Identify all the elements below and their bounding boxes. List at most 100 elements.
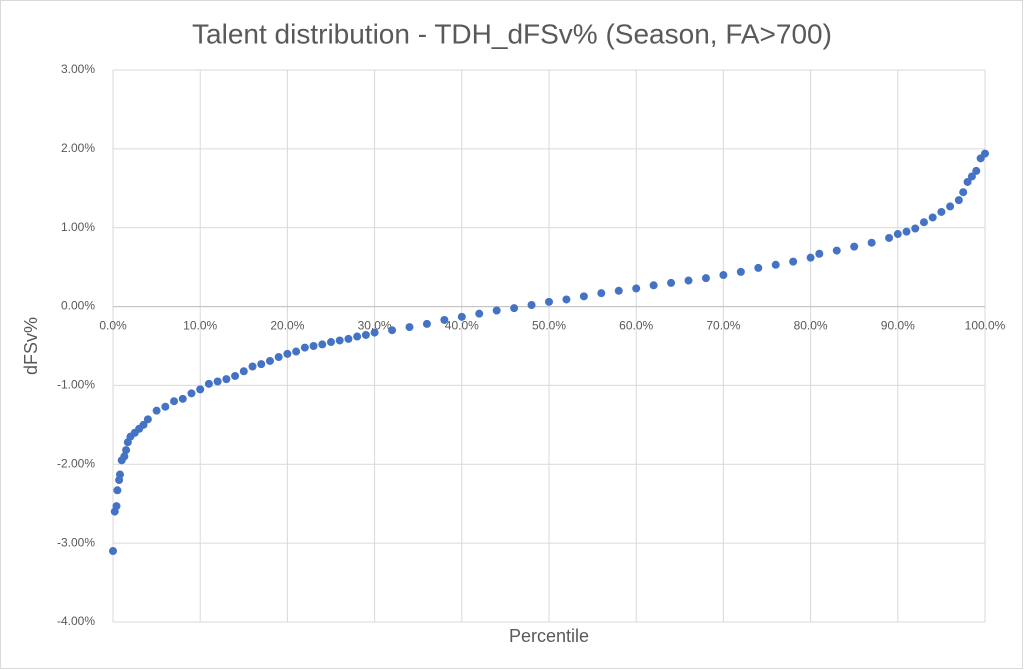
point: [632, 284, 641, 293]
point: [327, 338, 335, 347]
point: [928, 213, 937, 222]
point: [300, 343, 309, 352]
point: [954, 196, 963, 205]
point: [475, 309, 484, 318]
point: [510, 304, 519, 313]
x-tick-label: 0.0%: [99, 319, 127, 333]
point: [684, 276, 693, 285]
point: [248, 362, 257, 371]
point: [981, 149, 989, 158]
point: [789, 257, 798, 266]
y-tick-label: 2.00%: [61, 141, 95, 155]
point: [353, 332, 362, 341]
point: [959, 188, 968, 197]
y-tick-label: -2.00%: [57, 456, 95, 470]
point: [919, 218, 928, 227]
x-tick-label: 80.0%: [794, 319, 828, 333]
y-axis-title: dFSv%: [21, 317, 41, 375]
point: [370, 328, 379, 337]
point: [667, 278, 676, 287]
point: [422, 319, 431, 328]
point: [112, 502, 121, 511]
y-tick-label: -1.00%: [57, 378, 95, 392]
point: [885, 233, 894, 242]
point: [545, 297, 553, 306]
point: [196, 385, 205, 394]
y-tick-label: 1.00%: [61, 220, 95, 234]
x-tick-label: 90.0%: [881, 319, 915, 333]
point: [139, 420, 148, 429]
point: [902, 227, 911, 236]
y-tick-label: 3.00%: [61, 62, 95, 76]
point: [388, 326, 397, 335]
x-tick-label: 40.0%: [445, 319, 479, 333]
point: [257, 360, 266, 369]
point: [911, 224, 920, 233]
point: [143, 415, 152, 424]
point: [967, 172, 976, 181]
point: [850, 242, 859, 251]
y-tick-label: -4.00%: [57, 614, 95, 628]
point: [867, 238, 876, 247]
point: [213, 377, 222, 386]
point: [178, 394, 187, 403]
point: [492, 306, 501, 315]
point: [222, 375, 231, 384]
point: [815, 249, 824, 258]
point: [109, 547, 117, 556]
y-tick-label: -3.00%: [57, 535, 95, 549]
point: [649, 281, 658, 290]
point: [292, 347, 301, 356]
point: [239, 367, 248, 376]
point: [719, 271, 728, 280]
point: [161, 402, 170, 411]
point: [231, 371, 240, 380]
point: [832, 246, 841, 255]
point: [771, 260, 780, 269]
point: [309, 342, 318, 350]
point: [440, 315, 449, 324]
point: [115, 470, 124, 479]
point: [806, 253, 815, 262]
chart-title: Talent distribution - TDH_dFSv% (Season,…: [192, 18, 832, 49]
x-tick-label: 100.0%: [965, 319, 1006, 333]
point: [283, 349, 292, 358]
point: [736, 267, 745, 276]
point: [113, 486, 122, 495]
x-tick-label: 30.0%: [358, 319, 392, 333]
point: [122, 446, 131, 455]
point: [893, 230, 902, 239]
point: [972, 166, 981, 175]
x-tick-label: 50.0%: [532, 319, 566, 333]
point: [318, 340, 327, 349]
y-tick-label: 0.00%: [61, 299, 95, 313]
point: [187, 389, 196, 398]
point: [344, 334, 353, 343]
point: [562, 295, 571, 304]
point: [457, 312, 466, 321]
point: [265, 356, 274, 365]
point: [614, 286, 623, 295]
x-tick-label: 60.0%: [619, 319, 653, 333]
point: [701, 274, 710, 283]
point: [579, 292, 588, 301]
point: [597, 289, 606, 298]
point: [170, 397, 179, 406]
point: [527, 300, 536, 309]
point: [946, 202, 955, 211]
point: [274, 353, 283, 362]
x-tick-label: 20.0%: [270, 319, 304, 333]
point: [335, 336, 344, 345]
x-axis-title: Percentile: [509, 626, 589, 646]
point: [204, 379, 213, 388]
point: [963, 177, 972, 186]
point: [152, 406, 161, 415]
point: [754, 263, 763, 272]
x-tick-label: 10.0%: [183, 319, 217, 333]
point: [405, 323, 414, 332]
point: [937, 207, 946, 216]
point: [120, 452, 129, 461]
x-tick-label: 70.0%: [706, 319, 740, 333]
